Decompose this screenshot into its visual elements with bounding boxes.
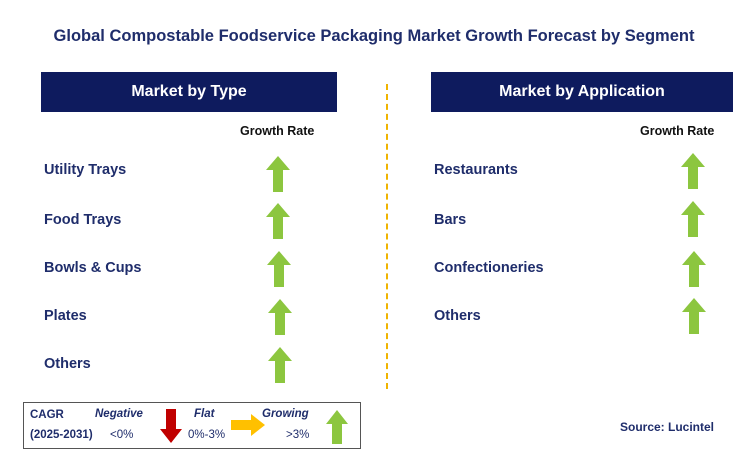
application-growth-rate-label: Growth Rate [640, 124, 715, 138]
legend-cagr-label: CAGR [30, 409, 64, 421]
growing-up-arrow-icon [266, 156, 290, 192]
cagr-legend: CAGR (2025-2031) Negative <0% Flat 0%-3%… [23, 402, 361, 449]
chart-title: Global Compostable Foodservice Packaging… [53, 27, 695, 45]
panel-divider [386, 84, 388, 389]
type-item-plates: Plates [44, 308, 87, 324]
application-item-others: Others [434, 308, 481, 324]
growing-up-arrow-icon [682, 298, 706, 334]
legend-years-label: (2025-2031) [30, 429, 93, 441]
growing-up-arrow-icon [326, 410, 348, 444]
type-item-utility-trays: Utility Trays [44, 162, 127, 178]
type-item-others: Others [44, 356, 91, 372]
growing-up-arrow-icon [682, 251, 706, 287]
type-item-food-trays: Food Trays [44, 212, 122, 228]
legend-negative-range: <0% [110, 429, 134, 441]
negative-down-arrow-icon [160, 409, 182, 443]
growing-up-arrow-icon [266, 203, 290, 239]
type-item-bowls-cups: Bowls & Cups [44, 260, 142, 276]
growing-up-arrow-icon [268, 299, 292, 335]
application-item-bars: Bars [434, 212, 467, 228]
application-item-confectioneries: Confectioneries [434, 260, 544, 276]
flat-right-arrow-icon [231, 414, 265, 436]
application-item-restaurants: Restaurants [434, 162, 518, 178]
legend-growing-label: Growing [262, 408, 309, 420]
growing-up-arrow-icon [681, 153, 705, 189]
type-growth-rate-label: Growth Rate [240, 124, 315, 138]
legend-growing-range: >3% [286, 429, 310, 441]
legend-flat-range: 0%-3% [188, 429, 226, 441]
growing-up-arrow-icon [267, 251, 291, 287]
legend-flat-label: Flat [194, 408, 215, 420]
application-panel-header: Market by Application [431, 72, 733, 112]
type-panel-header: Market by Type [41, 72, 337, 112]
legend-negative-label: Negative [95, 408, 143, 420]
growing-up-arrow-icon [268, 347, 292, 383]
source-note: Source: Lucintel [620, 420, 715, 434]
growing-up-arrow-icon [681, 201, 705, 237]
